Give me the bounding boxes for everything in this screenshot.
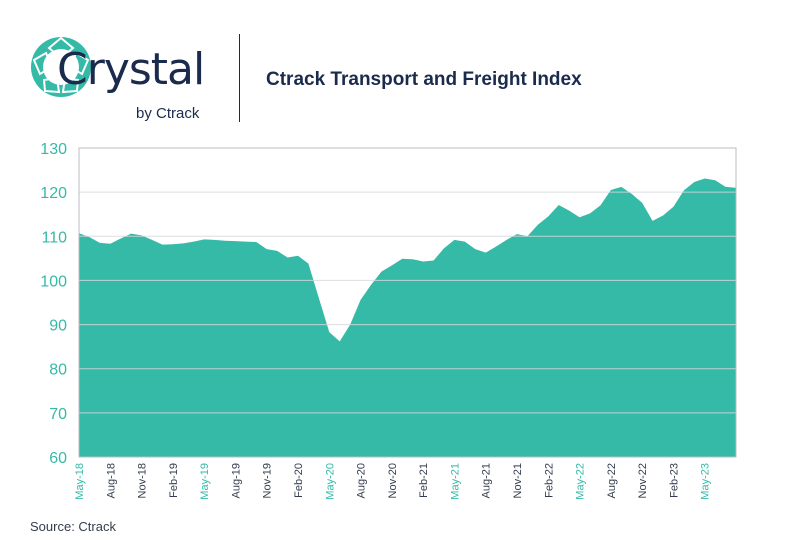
y-tick-label: 110 xyxy=(41,229,67,246)
x-tick-label: May-20 xyxy=(324,463,336,500)
chart-title: Ctrack Transport and Freight Index xyxy=(266,69,582,90)
x-tick-label: Nov-22 xyxy=(637,463,649,498)
y-tick-label: 120 xyxy=(40,185,67,202)
x-tick-label: Feb-19 xyxy=(168,463,180,498)
plot-frame xyxy=(78,147,737,458)
x-tick-label: May-22 xyxy=(575,463,587,500)
x-tick-label: Nov-18 xyxy=(137,463,149,498)
index-area-series xyxy=(79,178,736,457)
x-tick-label: May-19 xyxy=(199,463,211,500)
y-tick-label: 90 xyxy=(49,318,67,335)
brand-subtitle: by Ctrack xyxy=(136,105,200,122)
y-tick-label: 100 xyxy=(40,273,67,290)
y-tick-label: 60 xyxy=(49,450,67,467)
y-tick-label: 130 xyxy=(40,141,67,158)
header-divider xyxy=(239,34,240,122)
x-tick-label: Aug-20 xyxy=(356,463,368,498)
x-tick-label: May-23 xyxy=(700,463,712,500)
source-note: Source: Ctrack xyxy=(30,519,116,534)
x-tick-label: Feb-23 xyxy=(668,463,680,498)
x-tick-label: Aug-22 xyxy=(606,463,618,498)
x-tick-label: May-18 xyxy=(74,463,86,500)
crystal-gem-icon xyxy=(31,36,91,97)
x-tick-label: Aug-21 xyxy=(481,463,493,498)
x-tick-label: Nov-21 xyxy=(512,463,524,498)
x-tick-label: Aug-19 xyxy=(230,463,242,498)
y-tick-label: 80 xyxy=(49,362,67,379)
x-tick-label: Nov-19 xyxy=(262,463,274,498)
x-tick-label: May-21 xyxy=(449,463,461,500)
x-tick-label: Feb-21 xyxy=(418,463,430,498)
brand-name: Crystal xyxy=(57,44,205,95)
x-tick-label: Feb-22 xyxy=(543,463,555,498)
x-tick-label: Aug-18 xyxy=(105,463,117,498)
crystal-logo: Crystal by Ctrack xyxy=(30,30,230,125)
x-tick-label: Nov-20 xyxy=(387,463,399,498)
x-tick-label: Feb-20 xyxy=(293,463,305,498)
y-tick-label: 70 xyxy=(49,406,67,423)
